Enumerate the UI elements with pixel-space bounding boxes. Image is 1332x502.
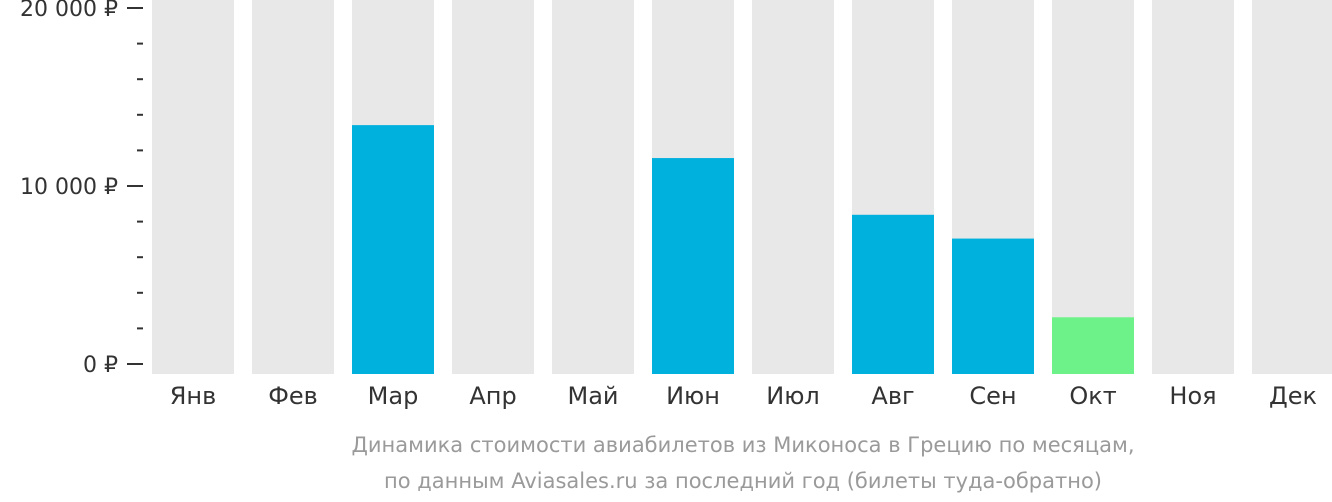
bar-3 [352,125,434,375]
x-tick-label-2: Фев [268,382,318,410]
y-tick-label-2: 10 000 ₽ [20,175,118,200]
background-bar-4 [452,0,534,374]
data-bars [352,125,1134,375]
x-tick-label-9: Сен [969,382,1016,410]
chart-caption-line-2: по данным Aviasales.ru за последний год … [384,469,1102,493]
x-tick-label-7: Июл [766,382,820,410]
background-bars [152,0,1332,374]
background-bar-11 [1152,0,1234,374]
background-bar-12 [1252,0,1332,374]
x-tick-label-3: Мар [368,382,419,410]
background-bar-5 [552,0,634,374]
x-tick-label-12: Дек [1269,382,1317,410]
x-tick-label-11: Ноя [1169,382,1216,410]
background-bar-2 [252,0,334,374]
x-tick-label-6: Июн [666,382,720,410]
bar-9 [952,238,1034,374]
x-tick-label-1: Янв [170,382,217,410]
bar-10 [1052,317,1134,374]
y-axis: 0 ₽ 10 000 ₽ 20 000 ₽ [20,0,143,378]
bar-6 [652,158,734,374]
background-bar-10 [1052,0,1134,374]
bar-8 [852,214,934,374]
y-tick-label-3: 20 000 ₽ [20,0,118,22]
background-bar-1 [152,0,234,374]
x-tick-label-5: Май [567,382,618,410]
x-tick-label-10: Окт [1069,382,1116,410]
background-bar-7 [752,0,834,374]
x-axis-labels: Янв Фев Мар Апр Май Июн Июл Авг Сен Окт Ноя Дек [170,382,1317,410]
y-tick-label-1: 0 ₽ [83,353,118,378]
chart-caption-line-1: Динамика стоимости авиабилетов из Миконо… [351,433,1134,457]
x-tick-label-4: Апр [469,382,516,410]
x-tick-label-8: Авг [871,382,914,410]
